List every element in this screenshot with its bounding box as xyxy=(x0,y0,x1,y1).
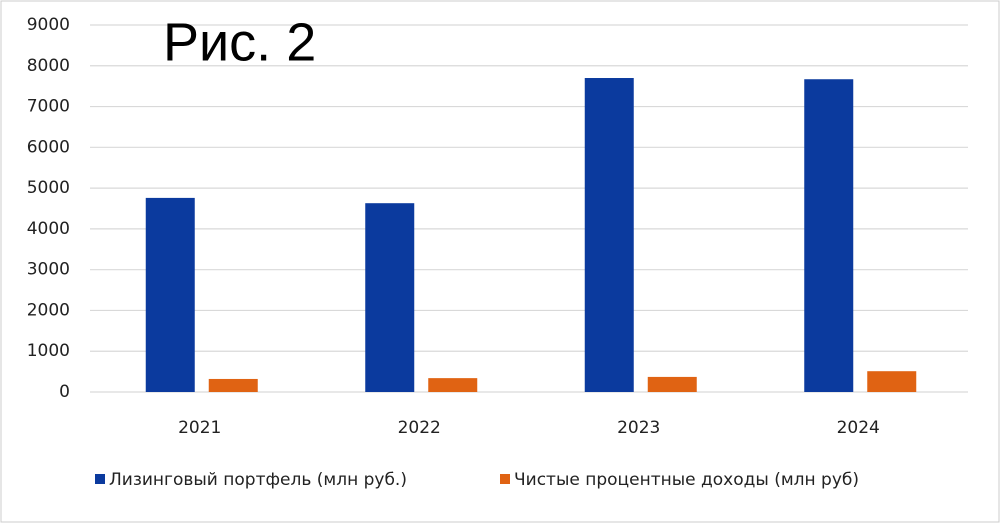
y-tick-label: 2000 xyxy=(27,300,70,320)
legend-swatch xyxy=(500,474,510,484)
bar xyxy=(647,376,697,392)
bar xyxy=(584,78,634,392)
bar xyxy=(365,203,415,392)
bar xyxy=(867,371,917,392)
y-tick-label: 3000 xyxy=(27,260,70,280)
y-tick-label: 8000 xyxy=(27,56,70,76)
bar xyxy=(208,378,258,392)
x-tick-label: 2022 xyxy=(398,418,441,438)
x-tick-label: 2023 xyxy=(617,418,660,438)
y-tick-label: 7000 xyxy=(27,97,70,117)
bar xyxy=(804,79,854,393)
y-tick-label: 1000 xyxy=(27,341,70,361)
y-tick-label: 0 xyxy=(59,382,70,402)
y-tick-label: 5000 xyxy=(27,178,70,198)
legend-swatch xyxy=(95,474,105,484)
bar xyxy=(145,197,195,392)
y-tick-label: 9000 xyxy=(27,15,70,35)
legend-label: Чистые процентные доходы (млн руб) xyxy=(514,470,859,490)
x-tick-label: 2024 xyxy=(837,418,880,438)
y-tick-label: 4000 xyxy=(27,219,70,239)
y-tick-label: 6000 xyxy=(27,137,70,157)
chart-title: Рис. 2 xyxy=(163,12,316,72)
legend-label: Лизинговый портфель (млн руб.) xyxy=(109,470,407,490)
x-tick-label: 2021 xyxy=(178,418,221,438)
bar xyxy=(428,378,478,392)
